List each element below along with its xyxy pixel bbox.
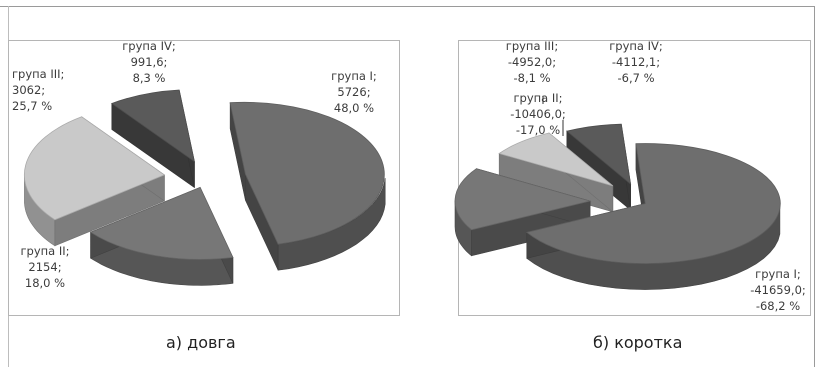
data-label-slice-3: група III; 3062; 25,7 % bbox=[12, 67, 64, 113]
data-label-line: -10406,0; bbox=[510, 107, 566, 121]
data-label-line: -8,1 % bbox=[513, 71, 550, 85]
data-label-line: 48,0 % bbox=[334, 101, 374, 115]
data-label-line: -4952,0; bbox=[508, 55, 556, 69]
slice-2-top bbox=[454, 168, 592, 231]
data-label-slice-1: група I; -41659,0; -68,2 % bbox=[750, 267, 806, 313]
data-label-line: група II; bbox=[513, 91, 562, 105]
data-label-slice-4: група IV; -4112,1; -6,7 % bbox=[609, 39, 663, 85]
pie-chart-a: група I; 5726; 48,0 %група II; 2154; 18,0 %г… bbox=[12, 39, 386, 290]
data-label-line: група IV; bbox=[609, 39, 663, 53]
slice-3-top bbox=[498, 132, 614, 187]
data-label-slice-2: група II; 2154; 18,0 % bbox=[20, 244, 69, 290]
data-label-line: -17,0 % bbox=[516, 123, 560, 137]
slice-1-top bbox=[229, 101, 385, 245]
slice-2-top bbox=[89, 186, 234, 260]
data-label-line: -4112,1; bbox=[612, 55, 660, 69]
data-label-line: 5726; bbox=[337, 85, 370, 99]
frame-border-top bbox=[0, 6, 815, 7]
data-label-line: 25,7 % bbox=[12, 99, 52, 113]
data-label-line: 8,3 % bbox=[133, 71, 166, 85]
data-label-line: група I; bbox=[755, 267, 801, 281]
data-label-slice-3: група III; -4952,0; -8,1 % bbox=[506, 39, 558, 85]
pie-chart-b: група I; -41659,0; -68,2 % група II; -10406,… bbox=[454, 39, 806, 313]
data-label-line: -41659,0; bbox=[750, 283, 806, 297]
data-label-slice-4: група IV; 991,6; 8,3 % bbox=[122, 39, 176, 85]
data-label-line: група III; bbox=[506, 39, 558, 53]
data-label-line: група IV; bbox=[122, 39, 176, 53]
chart-b-caption: б) коротка bbox=[593, 333, 683, 352]
data-label-slice-1: група I; 5726; 48,0 % bbox=[331, 69, 377, 115]
data-label-line: 2154; bbox=[28, 260, 61, 274]
slice-1-top bbox=[525, 143, 781, 264]
slice-4-top bbox=[565, 123, 632, 186]
data-label-line: 991,6; bbox=[131, 55, 168, 69]
data-label-line: група III; bbox=[12, 67, 64, 81]
data-label-line: група I; bbox=[331, 69, 377, 83]
data-label-line: 3062; bbox=[12, 83, 45, 97]
data-label-slice-2: група II; -10406,0; -17,0 % bbox=[510, 91, 566, 137]
data-label-line: -68,2 % bbox=[756, 299, 800, 313]
slice-3-top bbox=[24, 116, 166, 221]
data-label-line: -6,7 % bbox=[617, 71, 654, 85]
chart-a-caption: а) довга bbox=[166, 333, 236, 352]
data-label-line: 18,0 % bbox=[25, 276, 65, 290]
slice-4-top bbox=[110, 89, 196, 163]
frame-border-right bbox=[814, 6, 815, 367]
data-label-line: група II; bbox=[20, 244, 69, 258]
